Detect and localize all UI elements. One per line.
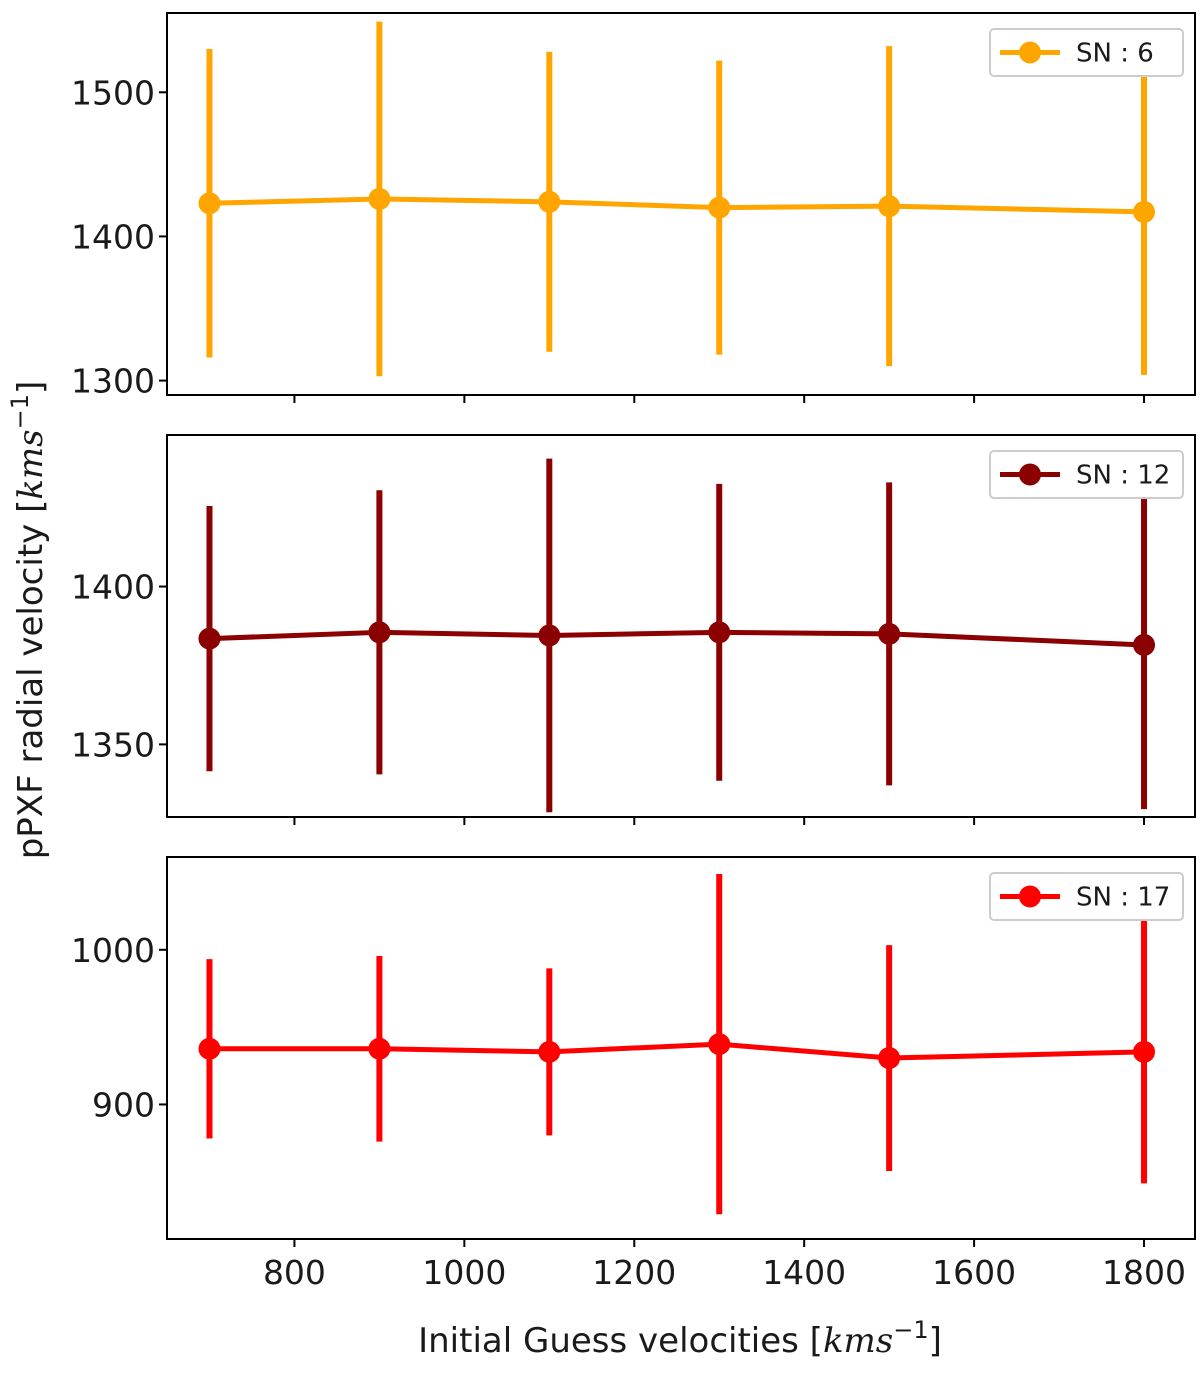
- x-axis-label: Initial Guess velocities [kms−1]: [418, 1316, 942, 1361]
- y-tick-label: 1400: [71, 568, 155, 607]
- data-point: [538, 190, 561, 213]
- data-point: [708, 196, 731, 219]
- legend-label: SN : 12: [1076, 461, 1170, 491]
- data-point: [708, 1033, 731, 1056]
- y-tick-label: 900: [92, 1085, 155, 1124]
- data-point: [878, 622, 901, 645]
- series-middle: [198, 458, 1156, 813]
- legend: SN : 17: [989, 872, 1184, 921]
- data-point: [368, 187, 391, 210]
- x-tick-label: 1600: [932, 1253, 1016, 1292]
- data-point: [368, 1037, 391, 1060]
- y-tick-label: 1000: [71, 931, 155, 970]
- data-point: [198, 627, 221, 650]
- legend-box: [989, 450, 1184, 499]
- data-point: [538, 1040, 561, 1063]
- data-point: [538, 624, 561, 647]
- data-point: [198, 1037, 221, 1060]
- y-axis-label: pPXF radial velocity [kms−1]: [6, 381, 51, 860]
- data-point: [878, 1047, 901, 1070]
- axes-frame: [166, 12, 1196, 396]
- panel-middle: 1350 1400 SN : 12: [71, 434, 1196, 825]
- axes-frame: [166, 434, 1196, 818]
- series-bottom: [198, 874, 1156, 1215]
- y-tick-label: 1500: [71, 73, 155, 112]
- legend-marker: [1019, 885, 1041, 908]
- series-line: [209, 629, 1145, 648]
- panel-top: 1300 1400 1500 SN : 6: [71, 12, 1196, 403]
- axes-frame: [166, 856, 1196, 1240]
- data-point: [1133, 200, 1156, 223]
- data-point: [1133, 1040, 1156, 1063]
- y-tick-label: 1300: [71, 362, 155, 401]
- legend-box: [989, 28, 1184, 77]
- y-tick-label: 1400: [71, 217, 155, 256]
- legend-marker: [1019, 41, 1041, 64]
- legend-box: [989, 872, 1184, 921]
- series-line: [209, 196, 1145, 215]
- legend: SN : 6: [989, 28, 1184, 77]
- x-tick-label: 1000: [422, 1253, 506, 1292]
- data-point: [878, 195, 901, 218]
- data-point: [708, 621, 731, 644]
- y-tick-label: 1350: [71, 725, 155, 764]
- data-point: [368, 621, 391, 644]
- x-tick-label: 1200: [592, 1253, 676, 1292]
- data-point: [198, 192, 221, 215]
- x-tick-label: 1800: [1102, 1253, 1186, 1292]
- legend-marker: [1019, 463, 1041, 486]
- legend-label: SN : 17: [1076, 883, 1170, 913]
- series-line: [209, 1041, 1145, 1061]
- data-point: [1133, 633, 1156, 656]
- x-tick-label: 800: [263, 1253, 326, 1292]
- x-tick-label: 1400: [762, 1253, 846, 1292]
- series-top: [198, 21, 1156, 377]
- panel-bottom: 900 1000 800 1000 1200 1400 1600 1800 SN : 17: [71, 856, 1196, 1292]
- legend-label: SN : 6: [1076, 39, 1154, 69]
- legend: SN : 12: [989, 450, 1184, 499]
